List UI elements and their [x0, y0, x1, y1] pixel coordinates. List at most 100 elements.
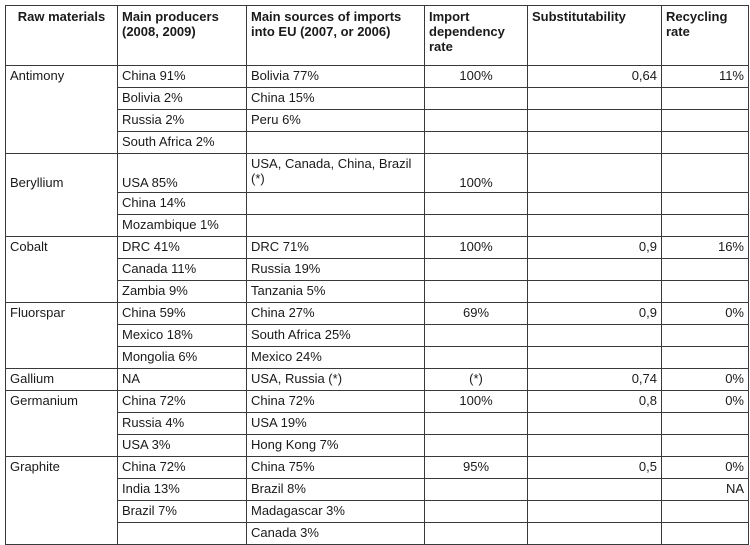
producer-cell: Mongolia 6%: [117, 346, 247, 369]
recycling-cell: 0%: [661, 302, 749, 325]
source-cell: DRC 71%: [246, 236, 425, 259]
table-row: Fluorspar China 59% China 27% 69% 0,9 0%: [5, 302, 749, 369]
material-cell: Germanium: [5, 390, 118, 457]
source-cell: [246, 131, 425, 154]
import-rate-cell: 100%: [424, 153, 528, 193]
table-row: Zambia 9% Tanzania 5%: [6, 280, 749, 303]
producer-cell: India 13%: [117, 478, 247, 501]
header-raw-materials: Raw materials: [5, 5, 118, 66]
empty-cell: [527, 214, 662, 237]
empty-cell: [661, 214, 749, 237]
material-cell: Gallium: [5, 368, 118, 391]
empty-cell: [424, 280, 528, 303]
substitutability-cell: 0,8: [527, 390, 662, 413]
table-row: Canada 11% Russia 19%: [6, 258, 749, 281]
recycling-cell: 0%: [661, 456, 749, 479]
source-cell: South Africa 25%: [246, 324, 425, 347]
import-rate-cell: 100%: [424, 390, 528, 413]
empty-cell: [424, 412, 528, 435]
source-cell: Brazil 8%: [246, 478, 425, 501]
substitutability-cell: 0,9: [527, 302, 662, 325]
table-row: Russia 2% Peru 6%: [6, 109, 749, 132]
producer-cell: Canada 11%: [117, 258, 247, 281]
empty-cell: [661, 412, 749, 435]
recycling-cell: 0%: [661, 390, 749, 413]
table-row: Beryllium USA 85% USA, Canada, China, Br…: [5, 153, 749, 237]
producer-cell: Zambia 9%: [117, 280, 247, 303]
recycling-cell: 16%: [661, 236, 749, 259]
empty-cell: [661, 280, 749, 303]
producer-cell: [117, 522, 247, 545]
empty-cell: [661, 109, 749, 132]
empty-cell: [661, 346, 749, 369]
empty-cell: [527, 258, 662, 281]
empty-cell: [527, 478, 662, 501]
producer-cell: USA 3%: [117, 434, 247, 457]
source-cell: USA 19%: [246, 412, 425, 435]
source-cell: [246, 192, 425, 215]
empty-cell: [661, 192, 749, 215]
source-cell: Russia 19%: [246, 258, 425, 281]
material-cell: Beryllium: [5, 153, 118, 237]
substitutability-cell: 0,74: [527, 368, 662, 391]
import-rate-cell: 100%: [424, 236, 528, 259]
substitutability-cell: 0,64: [527, 65, 662, 88]
empty-cell: [424, 346, 528, 369]
empty-cell: [424, 258, 528, 281]
table-row: Antimony China 91% Bolivia 77% 100% 0,64…: [5, 65, 749, 154]
producer-cell: China 91%: [117, 65, 247, 88]
producer-cell: Bolivia 2%: [117, 87, 247, 110]
empty-cell: [661, 87, 749, 110]
empty-cell: [527, 87, 662, 110]
producer-cell: Mozambique 1%: [117, 214, 247, 237]
material-cell: Graphite: [5, 456, 118, 545]
source-cell: Hong Kong 7%: [246, 434, 425, 457]
empty-cell: [527, 280, 662, 303]
source-cell: Madagascar 3%: [246, 500, 425, 523]
table-row: Brazil 7% Madagascar 3%: [6, 500, 749, 523]
header-recycling-rate: Recycling rate: [661, 5, 749, 66]
empty-cell: [661, 324, 749, 347]
material-cell: Cobalt: [5, 236, 118, 303]
producer-cell: South Africa 2%: [117, 131, 247, 154]
empty-cell: [424, 324, 528, 347]
producer-cell: China 72%: [117, 456, 247, 479]
empty-cell: [527, 500, 662, 523]
empty-cell: [424, 131, 528, 154]
header-row: Raw materials Main producers (2008, 2009…: [5, 5, 749, 66]
source-cell: China 72%: [246, 390, 425, 413]
empty-cell: [424, 500, 528, 523]
table-row: Canada 3%: [6, 522, 749, 545]
empty-cell: [424, 478, 528, 501]
recycling-cell: 0%: [661, 368, 749, 391]
empty-cell: [527, 109, 662, 132]
header-import-dependency: Import dependency rate: [424, 5, 528, 66]
empty-cell: [527, 412, 662, 435]
header-main-producers: Main producers (2008, 2009): [117, 5, 247, 66]
empty-cell: [424, 522, 528, 545]
raw-materials-table: Raw materials Main producers (2008, 2009…: [5, 5, 749, 545]
import-rate-cell: 95%: [424, 456, 528, 479]
producer-cell: Russia 4%: [117, 412, 247, 435]
empty-cell: [527, 434, 662, 457]
table-row: Mozambique 1%: [6, 214, 749, 237]
empty-cell: [661, 131, 749, 154]
producer-cell: USA 85%: [117, 153, 247, 193]
table-row: Bolivia 2% China 15%: [6, 87, 749, 110]
empty-cell: [424, 434, 528, 457]
source-cell: China 15%: [246, 87, 425, 110]
empty-cell: [661, 500, 749, 523]
source-cell: Tanzania 5%: [246, 280, 425, 303]
empty-cell: [527, 192, 662, 215]
source-cell: Peru 6%: [246, 109, 425, 132]
recycling-cell: [661, 153, 749, 193]
recycling-cell: NA: [661, 478, 749, 501]
recycling-cell: 11%: [661, 65, 749, 88]
empty-cell: [424, 192, 528, 215]
table-row: Graphite China 72% China 75% 95% 0,5 0%: [5, 456, 749, 545]
empty-cell: [424, 109, 528, 132]
empty-cell: [527, 324, 662, 347]
substitutability-cell: 0,9: [527, 236, 662, 259]
source-cell: Canada 3%: [246, 522, 425, 545]
source-cell: USA, Russia (*): [246, 368, 425, 391]
